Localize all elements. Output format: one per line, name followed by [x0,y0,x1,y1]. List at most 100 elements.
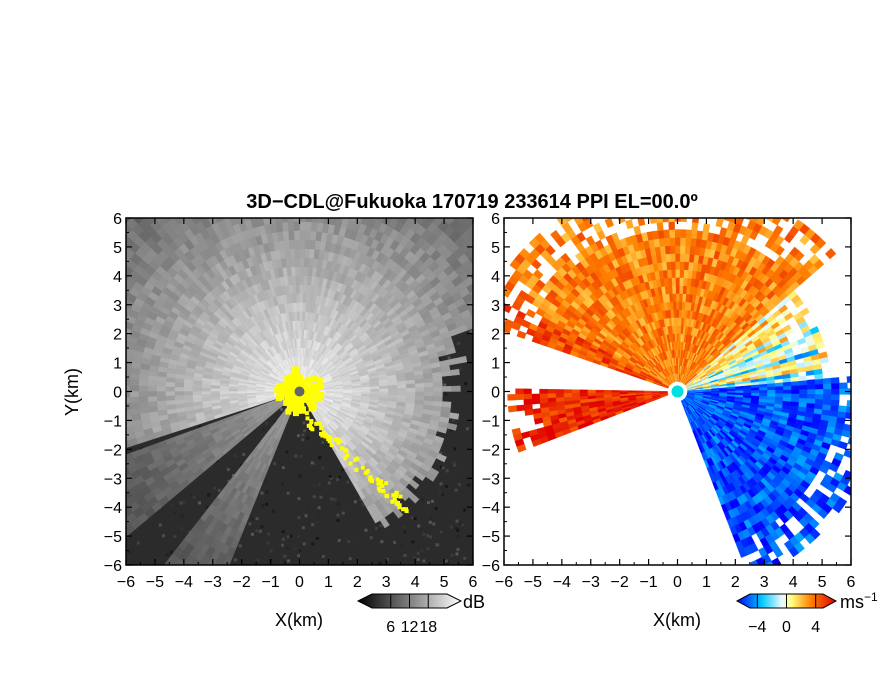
intensity-cell [406,391,416,396]
noise-pixel [158,523,162,527]
intensity-cell [316,222,324,233]
intensity-cell [201,387,211,392]
noise-pixel [280,543,284,547]
intensity-cell [65,448,76,458]
intensity-cell [56,322,67,333]
intensity-cell [300,159,308,168]
mask-cell [344,448,349,453]
noise-pixel [313,484,317,488]
noise-pixel [426,501,430,505]
intensity-cell [366,218,377,229]
intensity-cell [406,387,416,392]
intensity-cell [67,456,78,467]
intensity-cell [249,153,259,163]
intensity-cell [314,168,322,178]
intensity-cell [93,325,104,335]
intensity-cell [72,438,83,448]
noise-pixel [127,550,131,554]
noise-pixel [328,474,332,478]
intensity-cell [403,218,415,229]
intensity-cell [289,248,296,259]
y-tick-label: −1 [104,413,122,430]
intensity-cell [194,190,205,201]
noise-pixel [455,552,459,556]
mask-cell [368,475,373,480]
intensity-cell [85,406,95,414]
intensity-cell [94,384,103,391]
intensity-cell [307,168,315,177]
intensity-cell [87,520,99,532]
intensity-cell [366,178,376,189]
intensity-cell [64,297,75,308]
mask-cell [398,494,403,499]
intensity-cell [106,314,117,324]
intensity-cell [69,423,79,432]
intensity-cell [299,320,303,330]
noise-pixel [165,553,169,557]
intensity-cell [415,386,425,392]
intensity-cell [294,248,300,258]
intensity-cell [143,218,145,219]
intensity-cell [478,284,489,295]
noise-pixel [299,455,303,459]
noise-pixel [438,492,442,496]
intensity-cell [466,282,473,294]
noise-pixel [412,555,416,559]
intensity-cell [97,311,108,321]
intensity-cell [63,333,74,343]
noise-pixel [265,490,269,494]
intensity-cell [103,405,113,412]
intensity-cell [94,256,106,268]
x-tick-label: 4 [411,574,420,591]
intensity-cell [299,338,302,348]
intensity-cell [216,201,226,212]
intensity-cell [49,392,58,401]
intensity-cell [205,195,215,206]
intensity-cell [110,488,121,499]
intensity-cell [369,170,379,181]
mask-cell [404,509,409,514]
intensity-cell [88,427,98,436]
noise-pixel [461,523,465,527]
intensity-colorbar-unit: dB [463,592,485,612]
intensity-cell [443,218,456,226]
intensity-cell [193,601,204,613]
intensity-cell [267,160,276,170]
intensity-cell [309,239,316,250]
intensity-cell [86,315,97,325]
intensity-cell [473,295,484,305]
noise-pixel [440,493,444,497]
intensity-cell [237,389,247,392]
intensity-cell [129,396,140,404]
noise-pixel [298,474,302,478]
intensity-cell [98,268,110,279]
intensity-cell [332,152,342,162]
noise-pixel [438,434,442,438]
intensity-cell [75,293,87,304]
intensity-cell [274,150,283,160]
intensity-cell [397,387,407,392]
intensity-cell [49,374,58,383]
noise-pixel [420,527,424,531]
noise-pixel [422,559,426,563]
intensity-cell [91,244,103,256]
intensity-cell [331,161,340,171]
noise-pixel [341,511,345,515]
intensity-cell [165,377,176,383]
intensity-cell [183,387,193,392]
noise-pixel [315,537,319,541]
intensity-cell [343,391,353,394]
intensity-cell [402,174,413,186]
mask-cell [311,375,318,382]
intensity-cell [166,174,178,186]
noise-pixel [467,483,471,487]
intensity-cell [107,344,117,353]
noise-pixel [464,381,468,385]
noise-pixel [336,513,340,517]
intensity-cell [449,368,460,376]
intensity-cell [388,387,398,392]
intensity-cell [307,159,315,168]
noise-pixel [306,436,310,440]
intensity-cell [49,365,59,374]
intensity-cell [334,391,344,394]
